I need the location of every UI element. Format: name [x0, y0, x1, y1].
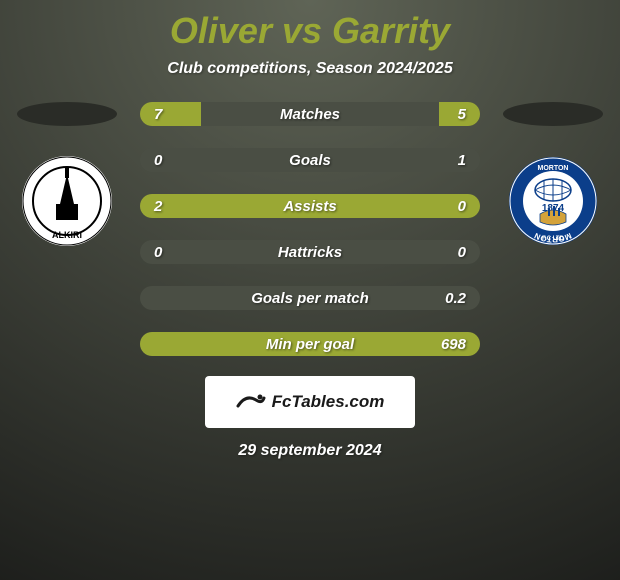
- bar-value-right: 0: [458, 244, 466, 261]
- bar-label: Matches: [280, 106, 340, 123]
- bar-fill-left: [140, 102, 201, 126]
- stat-row: 0 Hattricks 0: [140, 240, 480, 264]
- left-club-crest: ALKIRI: [22, 156, 112, 246]
- left-crest-icon: ALKIRI: [22, 156, 112, 246]
- snapshot-date: 29 september 2024: [238, 442, 381, 460]
- right-crest-top-text-2: MORTON: [538, 165, 569, 172]
- bar-value-left: 0: [154, 244, 162, 261]
- bar-value-right: 0: [458, 198, 466, 215]
- right-club-crest: MORTON MORTON F.C LTD 1874: [508, 156, 598, 246]
- left-column: ALKIRI: [12, 102, 122, 246]
- bar-label: Goals: [289, 152, 331, 169]
- bar-value-right: 1: [458, 152, 466, 169]
- stat-row: 2 Assists 0: [140, 194, 480, 218]
- bar-value-right: 5: [458, 106, 466, 123]
- bar-label: Hattricks: [278, 244, 342, 261]
- bar-value-left: 0: [154, 152, 162, 169]
- content-wrapper: Oliver vs Garrity Club competitions, Sea…: [0, 0, 620, 580]
- stat-bars: 7 Matches 5 0 Goals 1 2 Assists 0 0 Hattricks 0 Goal…: [140, 102, 480, 356]
- left-crest-label: ALKIRI: [52, 230, 82, 240]
- right-crest-bottom-text: F.C LTD: [542, 236, 565, 242]
- bar-label: Goals per match: [251, 290, 369, 307]
- stat-row: Goals per match 0.2: [140, 286, 480, 310]
- stat-row: 0 Goals 1: [140, 148, 480, 172]
- stat-row: Min per goal 698: [140, 332, 480, 356]
- fctables-logo-box: FcTables.com: [205, 376, 415, 428]
- fctables-logo-text: FcTables.com: [272, 392, 385, 412]
- bar-value-right: 0.2: [445, 290, 466, 307]
- subtitle: Club competitions, Season 2024/2025: [167, 60, 452, 78]
- bar-label: Assists: [283, 198, 336, 215]
- right-shadow-ellipse: [503, 102, 603, 126]
- bar-value-left: 2: [154, 198, 162, 215]
- bar-label: Min per goal: [266, 336, 354, 353]
- stat-row: 7 Matches 5: [140, 102, 480, 126]
- left-shadow-ellipse: [17, 102, 117, 126]
- fctables-swoosh-icon: [236, 392, 266, 412]
- page-title: Oliver vs Garrity: [170, 10, 450, 52]
- right-column: MORTON MORTON F.C LTD 1874: [498, 102, 608, 246]
- bar-value-left: 7: [154, 106, 162, 123]
- comparison-area: ALKIRI 7 Matches 5 0 Goals 1 2 Assists 0 0 Hattric…: [0, 102, 620, 356]
- right-crest-icon: MORTON MORTON F.C LTD 1874: [508, 156, 598, 246]
- bar-value-right: 698: [441, 336, 466, 353]
